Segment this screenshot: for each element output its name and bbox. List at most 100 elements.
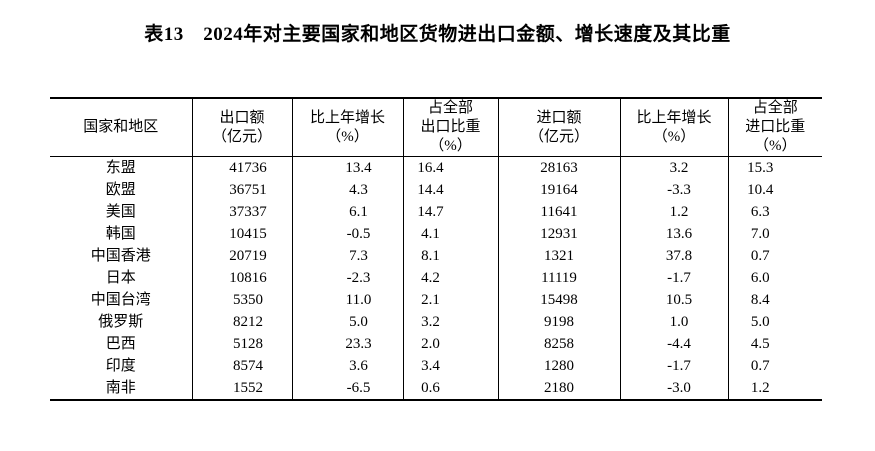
column-header-line: （亿元）: [211, 128, 272, 145]
value-cell: 11641: [497, 201, 620, 223]
value-cell: 11119: [497, 267, 620, 289]
value-cell: 10.4: [727, 179, 822, 201]
column-header-line: 进口比重: [745, 119, 806, 135]
value-cell: 8.4: [727, 289, 822, 311]
table-row: 东盟 41736 13.4 16.4 28163 3.2 15.3: [50, 156, 822, 179]
value-cell: 1552: [191, 377, 292, 400]
trade-stats-table: 国家和地区 出口额 （亿元） 比上年增长 （%） 占全部 出口比重 （%） 进口额 （亿元） 比上年…: [50, 97, 822, 401]
table-row: 韩国 10415 -0.5 4.1 12931 13.6 7.0: [50, 223, 822, 245]
value-cell: 6.1: [291, 201, 403, 223]
value-cell: 4.3: [291, 179, 403, 201]
value-cell: 14.7: [402, 201, 498, 223]
column-header-line: 出口额: [219, 109, 265, 126]
value-cell: 0.6: [402, 377, 498, 400]
value-cell: 4.5: [727, 333, 822, 355]
column-header-line: 进口额: [536, 109, 582, 126]
value-cell: 3.2: [619, 156, 728, 179]
value-cell: 7.3: [291, 245, 403, 267]
column-header-line: （%）: [754, 138, 797, 154]
value-cell: 2.0: [402, 333, 498, 355]
value-cell: 16.4: [402, 156, 498, 179]
region-cell: 中国香港: [90, 248, 151, 264]
table-row: 欧盟 36751 4.3 14.4 19164 -3.3 10.4: [50, 179, 822, 201]
column-header-6: 占全部 进口比重 （%）: [727, 98, 822, 157]
value-cell: 28163: [497, 156, 620, 179]
value-cell: -3.3: [619, 179, 728, 201]
value-cell: 1.2: [619, 201, 728, 223]
value-cell: -4.4: [619, 333, 728, 355]
value-cell: -1.7: [619, 355, 728, 377]
value-cell: 6.0: [727, 267, 822, 289]
table-row: 巴西 5128 23.3 2.0 8258 -4.4 4.5: [50, 333, 822, 355]
value-cell: 3.4: [402, 355, 498, 377]
value-cell: 1280: [497, 355, 620, 377]
region-cell: 韩国: [105, 226, 136, 242]
header-row: 国家和地区 出口额 （亿元） 比上年增长 （%） 占全部 出口比重 （%） 进口额 （亿元） 比上年…: [50, 98, 822, 157]
column-header-0: 国家和地区: [50, 98, 192, 157]
region-cell: 美国: [105, 204, 136, 220]
value-cell: 5128: [191, 333, 292, 355]
table-body: 东盟 41736 13.4 16.4 28163 3.2 15.3 欧盟 36751 4.3 14.…: [50, 156, 822, 400]
page: 表13 2024年对主要国家和地区货物进出口金额、增长速度及其比重 国家和地区 出…: [0, 25, 875, 451]
table-header: 国家和地区 出口额 （亿元） 比上年增长 （%） 占全部 出口比重 （%） 进口额 （亿元） 比上年…: [50, 98, 822, 157]
value-cell: 23.3: [291, 333, 403, 355]
region-cell: 南非: [105, 380, 136, 396]
value-cell: -6.5: [291, 377, 403, 400]
column-header-line: （%）: [652, 128, 696, 145]
column-header-line: 比上年增长: [636, 109, 712, 126]
value-cell: 36751: [191, 179, 292, 201]
value-cell: 8212: [191, 311, 292, 333]
value-cell: 5.0: [291, 311, 403, 333]
value-cell: 37.8: [619, 245, 728, 267]
region-cell: 印度: [105, 358, 136, 374]
value-cell: 6.3: [727, 201, 822, 223]
value-cell: 12931: [497, 223, 620, 245]
value-cell: 1321: [497, 245, 620, 267]
value-cell: 13.4: [291, 156, 403, 179]
value-cell: -0.5: [291, 223, 403, 245]
column-header-line: 占全部: [427, 100, 473, 116]
value-cell: 5350: [191, 289, 292, 311]
value-cell: 15.3: [727, 156, 822, 179]
value-cell: 8258: [497, 333, 620, 355]
value-cell: 10816: [191, 267, 292, 289]
value-cell: -3.0: [619, 377, 728, 400]
region-cell: 中国台湾: [90, 292, 151, 308]
value-cell: 9198: [497, 311, 620, 333]
value-cell: 20719: [191, 245, 292, 267]
value-cell: 14.4: [402, 179, 498, 201]
value-cell: -1.7: [619, 267, 728, 289]
table-title: 表13 2024年对主要国家和地区货物进出口金额、增长速度及其比重: [144, 24, 731, 45]
value-cell: 1.2: [727, 377, 822, 400]
table-row: 印度 8574 3.6 3.4 1280 -1.7 0.7: [50, 355, 822, 377]
value-cell: 4.1: [402, 223, 498, 245]
value-cell: 10415: [191, 223, 292, 245]
value-cell: 0.7: [727, 245, 822, 267]
region-cell: 欧盟: [105, 182, 136, 198]
value-cell: 41736: [191, 156, 292, 179]
table-row: 南非 1552 -6.5 0.6 2180 -3.0 1.2: [50, 377, 822, 400]
column-header-1: 出口额 （亿元）: [191, 98, 292, 157]
value-cell: 3.6: [291, 355, 403, 377]
value-cell: 15498: [497, 289, 620, 311]
value-cell: 5.0: [727, 311, 822, 333]
region-cell: 俄罗斯: [98, 314, 144, 330]
value-cell: 37337: [191, 201, 292, 223]
column-header-line: （亿元）: [528, 128, 589, 145]
table-row: 美国 37337 6.1 14.7 11641 1.2 6.3: [50, 201, 822, 223]
region-cell: 日本: [105, 270, 136, 286]
column-header-5: 比上年增长 （%）: [619, 98, 728, 157]
value-cell: 2180: [497, 377, 620, 400]
column-header-line: 比上年增长: [309, 109, 385, 126]
value-cell: -2.3: [291, 267, 403, 289]
table-row: 中国香港 20719 7.3 8.1 1321 37.8 0.7: [50, 245, 822, 267]
column-header-line: 出口比重: [420, 119, 481, 135]
value-cell: 13.6: [619, 223, 728, 245]
column-header-2: 比上年增长 （%）: [291, 98, 403, 157]
table-row: 日本 10816 -2.3 4.2 11119 -1.7 6.0: [50, 267, 822, 289]
table-row: 俄罗斯 8212 5.0 3.2 9198 1.0 5.0: [50, 311, 822, 333]
value-cell: 19164: [497, 179, 620, 201]
column-header-line: （%）: [429, 138, 472, 154]
value-cell: 1.0: [619, 311, 728, 333]
value-cell: 7.0: [727, 223, 822, 245]
